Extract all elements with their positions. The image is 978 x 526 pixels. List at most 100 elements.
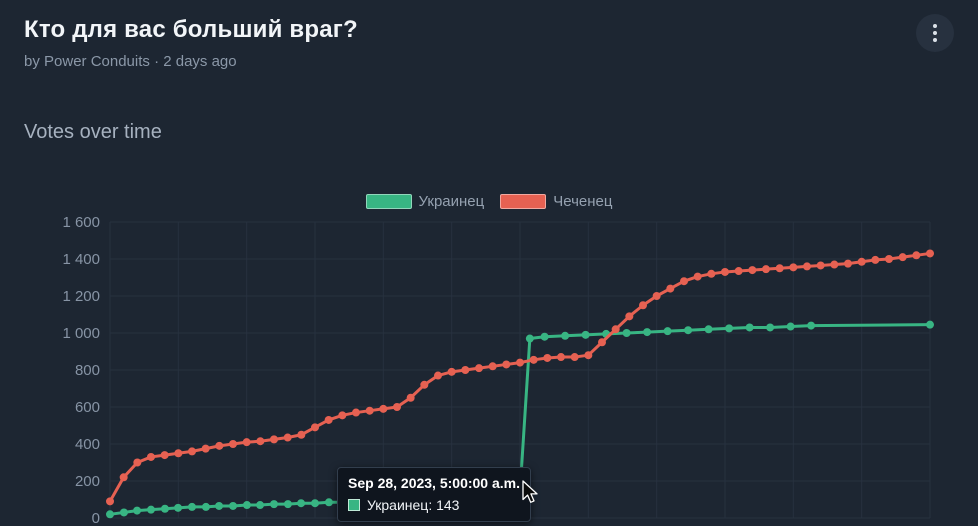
data-point-ukrainec[interactable] [311,499,319,508]
data-point-chechenec[interactable] [543,353,552,362]
data-point-chechenec[interactable] [803,262,811,271]
data-point-chechenec[interactable] [885,255,893,263]
data-point-chechenec[interactable] [598,338,606,347]
data-point-chechenec[interactable] [242,438,251,447]
data-point-ukrainec[interactable] [242,501,251,510]
data-point-ukrainec[interactable] [643,328,652,337]
data-point-ukrainec[interactable] [684,326,693,335]
data-point-ukrainec[interactable] [704,325,713,334]
legend-item-chechenec[interactable]: Чеченец [500,193,612,210]
data-point-chechenec[interactable] [912,251,921,260]
data-point-chechenec[interactable] [557,353,565,362]
data-point-chechenec[interactable] [625,312,634,321]
data-point-chechenec[interactable] [830,260,839,269]
data-point-chechenec[interactable] [734,267,743,276]
data-point-chechenec[interactable] [283,433,292,442]
data-point-ukrainec[interactable] [561,331,570,340]
data-point-chechenec[interactable] [406,393,415,402]
legend-item-ukrainec[interactable]: Украинец [365,193,485,210]
data-point-chechenec[interactable] [174,449,183,458]
data-point-chechenec[interactable] [666,284,675,293]
data-point-chechenec[interactable] [898,253,907,262]
data-point-chechenec[interactable] [434,371,442,380]
data-point-ukrainec[interactable] [807,321,816,330]
data-point-chechenec[interactable] [106,497,114,506]
data-point-chechenec[interactable] [721,267,729,276]
data-point-ukrainec[interactable] [622,329,631,337]
data-point-ukrainec[interactable] [926,320,934,329]
data-point-ukrainec[interactable] [106,510,114,519]
data-point-chechenec[interactable] [652,292,661,300]
data-point-chechenec[interactable] [857,257,866,266]
data-point-ukrainec[interactable] [725,324,734,333]
data-point-ukrainec[interactable] [174,503,183,512]
data-point-chechenec[interactable] [475,364,483,373]
data-point-chechenec[interactable] [789,263,798,272]
data-point-ukrainec[interactable] [766,323,775,332]
data-point-chechenec[interactable] [762,265,770,274]
data-point-chechenec[interactable] [502,360,511,369]
data-point-chechenec[interactable] [188,447,196,456]
data-point-chechenec[interactable] [393,403,401,411]
data-point-chechenec[interactable] [693,272,702,281]
data-point-ukrainec[interactable] [786,322,795,331]
data-point-ukrainec[interactable] [215,501,224,510]
data-point-ukrainec[interactable] [119,508,128,517]
data-point-chechenec[interactable] [748,266,757,275]
data-point-chechenec[interactable] [352,408,360,417]
legend-label-ukrainec: Украинец [418,193,485,210]
data-point-ukrainec[interactable] [270,500,278,509]
data-point-chechenec[interactable] [926,249,934,258]
data-point-chechenec[interactable] [215,441,224,450]
data-point-chechenec[interactable] [160,451,169,460]
data-point-ukrainec[interactable] [201,502,210,511]
data-point-ukrainec[interactable] [188,502,196,511]
data-point-ukrainec[interactable] [256,501,265,510]
data-point-ukrainec[interactable] [324,498,333,507]
data-point-ukrainec[interactable] [229,501,237,510]
data-point-chechenec[interactable] [365,406,374,415]
svg-text:1 400: 1 400 [62,251,100,268]
data-point-chechenec[interactable] [447,367,456,376]
data-point-chechenec[interactable] [229,440,237,448]
data-point-chechenec[interactable] [379,404,388,413]
data-point-chechenec[interactable] [680,277,688,286]
data-point-chechenec[interactable] [420,380,429,389]
data-point-ukrainec[interactable] [283,500,292,509]
data-point-chechenec[interactable] [529,355,538,364]
kebab-menu-button[interactable] [916,14,954,52]
data-point-chechenec[interactable] [338,411,347,420]
data-point-ukrainec[interactable] [540,332,549,341]
legend-swatch-green-icon [365,194,412,209]
data-point-chechenec[interactable] [488,362,497,371]
data-point-chechenec[interactable] [707,269,716,278]
data-point-chechenec[interactable] [133,458,142,467]
data-point-chechenec[interactable] [639,301,647,310]
data-point-chechenec[interactable] [871,255,880,264]
data-point-ukrainec[interactable] [147,505,155,514]
data-point-chechenec[interactable] [611,325,620,334]
data-point-chechenec[interactable] [570,353,579,362]
data-point-chechenec[interactable] [844,259,852,268]
data-point-chechenec[interactable] [256,437,265,446]
data-point-chechenec[interactable] [270,435,278,444]
data-point-ukrainec[interactable] [133,506,142,515]
data-point-ukrainec[interactable] [581,330,590,339]
data-point-chechenec[interactable] [461,366,470,374]
data-point-ukrainec[interactable] [745,323,754,332]
data-point-chechenec[interactable] [311,423,319,432]
data-point-chechenec[interactable] [584,351,593,360]
data-point-chechenec[interactable] [816,261,825,270]
data-point-chechenec[interactable] [119,473,128,482]
data-point-chechenec[interactable] [201,444,210,453]
data-point-ukrainec[interactable] [663,327,672,336]
data-point-ukrainec[interactable] [525,334,534,343]
data-point-ukrainec[interactable] [297,499,306,508]
data-point-chechenec[interactable] [297,430,306,439]
data-point-chechenec[interactable] [324,415,333,424]
data-point-chechenec[interactable] [516,358,524,367]
data-point-chechenec[interactable] [147,452,155,461]
data-point-chechenec[interactable] [775,264,784,273]
data-point-ukrainec[interactable] [160,504,169,513]
